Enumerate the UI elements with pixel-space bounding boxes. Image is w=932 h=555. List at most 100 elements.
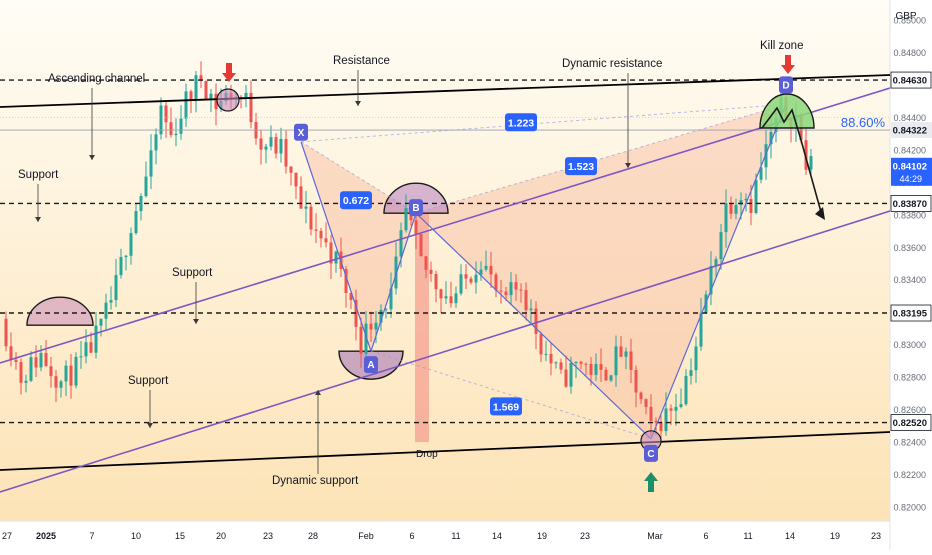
candle-body	[569, 363, 573, 387]
annotation-pointer-head	[625, 163, 631, 168]
candle-body	[624, 351, 628, 357]
candle-body	[424, 256, 428, 270]
time-tick-label: 6	[703, 531, 708, 541]
pattern-point-label: X	[298, 128, 305, 139]
time-tick-label: Feb	[358, 531, 374, 541]
candle-body	[369, 323, 373, 330]
price-tick-label: 0.83400	[893, 275, 926, 285]
annotation-drop: Drop	[416, 449, 438, 460]
candle-body	[659, 422, 663, 432]
annotation-ascending-channel: Ascending channel	[48, 73, 145, 85]
candle-body	[34, 357, 38, 368]
candle-body	[419, 233, 423, 257]
candle-body	[329, 242, 333, 264]
price-tick-label: 0.82200	[893, 470, 926, 480]
candle-body	[664, 408, 668, 432]
price-tick-label: 0.85000	[893, 16, 926, 26]
time-tick-label: 6	[409, 531, 414, 541]
candle-body	[39, 352, 43, 368]
candle-body	[809, 156, 813, 170]
time-tick-label: 23	[871, 531, 881, 541]
ratio-label-box	[505, 113, 537, 132]
candle-body	[734, 204, 738, 214]
level-price-tag: 0.82520	[893, 418, 927, 429]
candle-body	[674, 406, 678, 411]
candle-body	[19, 362, 23, 383]
projection-path	[761, 106, 822, 213]
resistance-arrow-head	[222, 73, 236, 82]
candle-body	[694, 346, 698, 371]
candle-body	[184, 91, 188, 119]
candle-body	[544, 353, 548, 355]
candle-body	[364, 323, 368, 354]
candle-body	[574, 361, 578, 364]
candle-body	[739, 200, 743, 205]
candle-body	[259, 138, 263, 150]
pattern-point-box	[364, 356, 378, 374]
candle-body	[429, 269, 433, 275]
ratio-label-box	[490, 397, 522, 416]
candle-body	[679, 404, 683, 407]
candle-body	[179, 118, 183, 134]
candle-body	[724, 203, 728, 233]
annotation-pointer-head	[147, 423, 153, 428]
candle-body	[639, 392, 643, 400]
candle-body	[524, 290, 528, 311]
time-tick-label: 20	[216, 531, 226, 541]
candle-body	[599, 363, 603, 370]
candle-body	[129, 233, 133, 256]
price-tick-label: 0.82800	[893, 373, 926, 383]
candle-body	[644, 399, 648, 407]
price-tick-label: 0.82400	[893, 438, 926, 448]
harmonic-ratio-line	[300, 141, 417, 214]
candle-body	[264, 146, 268, 150]
candle-body	[684, 375, 688, 405]
candle-body	[754, 179, 758, 213]
time-tick-label: 11	[451, 531, 460, 541]
candle-body	[464, 274, 468, 279]
level-price-tag: 0.83195	[893, 309, 928, 320]
candle-body	[209, 93, 213, 99]
candle-body	[494, 274, 498, 291]
kill-zone-dome	[759, 93, 815, 129]
ratio-label-box	[340, 191, 372, 210]
candle-body	[759, 167, 763, 180]
candle-body	[609, 375, 613, 381]
candle-body	[334, 251, 338, 264]
candle-body	[514, 282, 518, 290]
candle-body	[584, 363, 588, 365]
pattern-point-label: D	[782, 80, 789, 91]
candle-body	[89, 342, 93, 353]
candle-body	[669, 408, 673, 411]
level-price-tag-box	[891, 414, 932, 431]
candle-body	[169, 122, 173, 136]
candle-body	[314, 229, 318, 231]
harmonic-leg	[370, 212, 417, 352]
candle-body	[709, 265, 713, 295]
level-price-tag: 0.84630	[893, 76, 927, 87]
current-price-tag: 0.84102	[893, 161, 927, 172]
annotation-kill-zone: Kill zone	[760, 40, 803, 52]
candle-body	[459, 274, 463, 294]
candle-body	[139, 196, 143, 212]
channel-upper-line	[0, 74, 890, 108]
candle-body	[719, 232, 723, 260]
candle-body	[29, 357, 33, 381]
plot-background	[0, 0, 890, 521]
candle-body	[284, 138, 288, 167]
ratio-label: 1.523	[568, 161, 594, 173]
candle-body	[124, 255, 128, 258]
candle-body	[519, 289, 523, 291]
candle-body	[534, 308, 538, 334]
candle-body	[804, 140, 808, 170]
candle-body	[604, 369, 608, 381]
candle-body	[274, 137, 278, 154]
candle-body	[304, 206, 308, 209]
candle-body	[379, 309, 383, 323]
candle-body	[699, 313, 703, 347]
time-tick-label: 11	[743, 531, 752, 541]
candle-body	[554, 362, 558, 364]
candle-body	[74, 356, 78, 386]
annotation-support-1: Support	[18, 169, 59, 181]
